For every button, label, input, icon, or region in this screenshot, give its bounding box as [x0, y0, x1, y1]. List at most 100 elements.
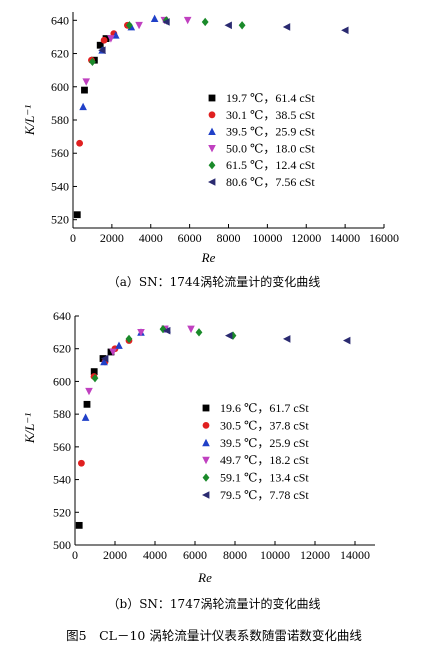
series-4	[82, 16, 192, 86]
x-tick-label: 10000	[252, 231, 282, 245]
legend-marker	[202, 422, 210, 429]
y-axis-label: K/L⁻¹	[22, 413, 37, 444]
legend-label: 19.7 ℃，61.4 cSt	[226, 91, 315, 105]
x-tick-label: 12000	[291, 231, 321, 245]
y-tick-label: 580	[53, 407, 71, 421]
series-6	[101, 326, 351, 363]
data-point	[341, 26, 349, 35]
data-point	[282, 23, 291, 31]
x-tick-label: 8000	[223, 548, 247, 562]
data-point	[89, 57, 96, 67]
data-point	[78, 459, 85, 467]
legend-label: 61.5 ℃，12.4 cSt	[226, 158, 315, 172]
series-5	[89, 16, 246, 67]
series-2	[76, 21, 131, 147]
y-tick-label: 600	[53, 374, 71, 388]
legend-label: 50.0 ℃，18.0 cSt	[226, 141, 315, 155]
data-point	[238, 21, 246, 30]
legend-marker	[202, 473, 210, 482]
legend-marker	[208, 178, 216, 186]
data-point	[150, 14, 159, 23]
data-point	[83, 400, 91, 408]
data-point	[101, 354, 109, 363]
data-point	[79, 102, 87, 111]
data-point	[100, 36, 108, 44]
legend-label: 80.6 ℃，7.56 cSt	[226, 175, 315, 189]
y-tick-label: 500	[53, 538, 71, 552]
chart-panel-b: 0 2000 4000 6000 8000 10000 12000 14000 500 520 54…	[22, 309, 375, 611]
data-point	[201, 17, 209, 27]
y-tick-label: 540	[53, 473, 71, 487]
data-point	[98, 46, 106, 55]
data-point	[163, 326, 171, 335]
y-tick-label: 640	[51, 13, 69, 27]
data-point	[115, 341, 123, 349]
x-tick-label: 6000	[178, 231, 202, 245]
data-point	[283, 335, 291, 343]
data-point	[183, 16, 192, 25]
data-point	[76, 139, 84, 147]
x-tick-label: 2000	[100, 231, 124, 245]
data-point	[81, 86, 88, 94]
data-point	[162, 18, 170, 26]
legend-marker	[208, 145, 216, 153]
data-point	[125, 334, 133, 344]
x-tick-label: 4000	[143, 548, 167, 562]
x-tick-label: 10000	[260, 548, 290, 562]
legend-label: 79.5 ℃，7.78 cSt	[220, 488, 309, 502]
y-tick-label: 580	[51, 113, 69, 127]
x-tick-label: 16000	[369, 231, 399, 245]
x-tick-label: 6000	[183, 548, 207, 562]
x-tick-label: 0	[70, 231, 76, 245]
series-4	[85, 325, 195, 396]
y-tick-label: 560	[53, 440, 71, 454]
y-axis-label: K/L⁻¹	[22, 105, 37, 136]
data-point	[90, 368, 98, 376]
legend-marker	[202, 438, 210, 447]
series-6	[98, 18, 349, 55]
y-tick-label: 620	[51, 47, 69, 61]
data-point	[96, 41, 104, 49]
x-tick-label: 14000	[340, 548, 370, 562]
legend-marker	[202, 404, 210, 412]
data-point	[81, 413, 90, 421]
x-tick-label: 8000	[217, 231, 241, 245]
legend-label: 59.1 ℃，13.4 cSt	[220, 471, 309, 485]
legend-label: 49.7 ℃，18.2 cSt	[220, 453, 309, 467]
figure-caption: 图5 CL－10 涡轮流量计仪表系数随雷诺数变化曲线	[66, 628, 362, 643]
data-point	[91, 373, 99, 383]
panel-caption: （a）SN：1744涡轮流量计的变化曲线	[108, 274, 320, 289]
legend-label: 39.5 ℃，25.9 cSt	[226, 125, 315, 139]
data-point	[107, 35, 115, 43]
x-tick-label: 2000	[103, 548, 127, 562]
x-tick-label: 14000	[330, 231, 360, 245]
legend-marker	[202, 456, 210, 465]
data-point	[85, 387, 93, 396]
x-tick-label: 0	[72, 548, 78, 562]
data-point	[195, 328, 203, 337]
y-tick-label: 640	[53, 309, 71, 323]
y-tick-label: 560	[51, 146, 69, 160]
legend-marker	[208, 127, 216, 135]
data-point	[135, 21, 143, 30]
data-point	[125, 21, 133, 30]
chart-panel-a: 0 2000 4000 6000 8000 10000 12000 14000 16000 520…	[22, 12, 399, 289]
legend-marker	[202, 491, 210, 499]
x-tick-label: 4000	[139, 231, 163, 245]
panel-caption: （b）SN：1747涡轮流量计的变化曲线	[108, 596, 321, 611]
x-tick-label: 12000	[300, 548, 330, 562]
y-tick-label: 520	[51, 213, 69, 227]
y-tick-label: 520	[53, 505, 71, 519]
legend-label: 39.5 ℃，25.9 cSt	[220, 436, 309, 450]
data-point	[137, 328, 145, 337]
data-point	[187, 325, 195, 334]
data-point	[100, 357, 108, 366]
x-axis-label: Re	[201, 250, 216, 265]
data-point	[109, 348, 117, 356]
data-point	[82, 78, 91, 86]
data-point	[73, 211, 81, 219]
data-point	[75, 521, 83, 529]
legend-marker	[208, 111, 216, 119]
legend-marker	[208, 161, 216, 170]
